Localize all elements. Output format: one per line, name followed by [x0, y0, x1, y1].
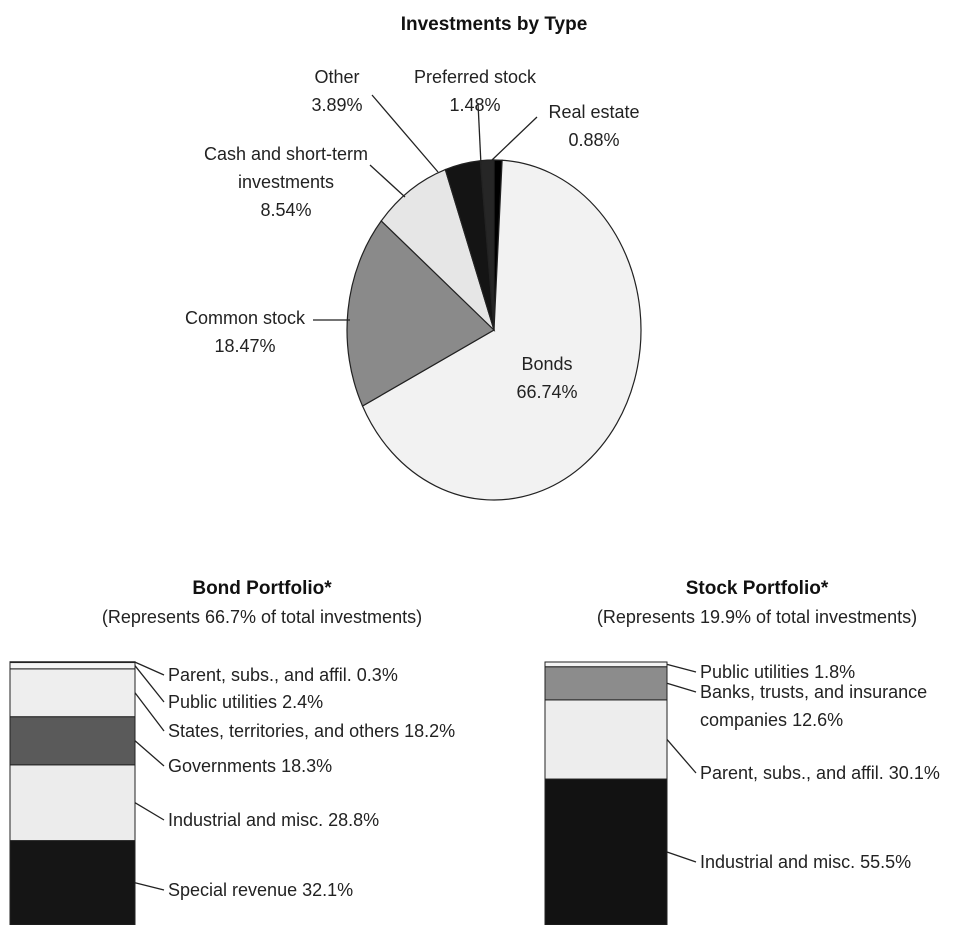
leader-line [477, 102, 482, 166]
slice-value: 3.89% [311, 95, 363, 115]
segment-label: Public utilities 2.4% [168, 688, 488, 716]
chart-title: Stock Portfolio* [685, 578, 829, 599]
slice-label: Bonds 66.74% [477, 350, 617, 406]
leader-line [134, 661, 165, 676]
segment-name: Parent, subs., and affil. [700, 763, 884, 783]
bar-segment [9, 661, 136, 664]
slice-name: Real estate [548, 102, 640, 122]
leader-line [666, 851, 697, 863]
segment-name: Banks, trusts, and insurance companies [700, 682, 928, 730]
leader-line [134, 665, 165, 703]
segment-label: Parent, subs., and affil. 0.3% [168, 661, 488, 689]
segment-name: Industrial and misc. [700, 852, 856, 872]
segment-name: States, territories, and others [168, 721, 400, 741]
slice-value: 18.47% [214, 336, 276, 356]
segment-label: Banks, trusts, and insurance companies 1… [700, 678, 960, 734]
leader-line [371, 94, 439, 173]
pie-slice [380, 168, 496, 333]
bar-segment [544, 661, 668, 668]
chart-title: Investments by Type [400, 14, 588, 35]
bar-segment [544, 778, 668, 925]
segment-name: Public utilities [700, 662, 810, 682]
segment-value: 55.5% [860, 852, 912, 872]
slice-value: 8.54% [260, 200, 312, 220]
segment-label: Public utilities 1.8% [700, 658, 960, 686]
segment-label: Parent, subs., and affil. 30.1% [700, 759, 960, 787]
chart-subtitle: (Represents 19.9% of total investments) [596, 607, 918, 627]
chart-title: Bond Portfolio* [192, 578, 332, 599]
slice-label: Common stock 18.47% [165, 304, 325, 360]
segment-label: Special revenue 32.1% [168, 876, 488, 904]
slice-label: Preferred stock 1.48% [395, 63, 555, 119]
bar-segment [9, 764, 136, 842]
segment-name: Special revenue [168, 880, 298, 900]
chart-subtitle: (Represents 66.7% of total investments) [101, 607, 423, 627]
bar-segment [9, 716, 136, 766]
leader-line [134, 882, 165, 891]
pie-slice [361, 159, 642, 501]
leader-line [666, 739, 697, 774]
leader-line [666, 682, 697, 693]
slice-label: Real estate 0.88% [524, 98, 664, 154]
segment-value: 18.3% [281, 756, 333, 776]
bar-segment [9, 668, 136, 718]
bar-segment [544, 666, 668, 701]
slice-label: Cash and short-term investments 8.54% [191, 140, 381, 224]
leader-line [666, 663, 697, 673]
pie-slice [346, 219, 495, 407]
segment-name: Parent, subs., and affil. [168, 665, 352, 685]
leader-line [369, 164, 406, 198]
segment-value: 18.2% [404, 721, 456, 741]
slice-value: 66.74% [516, 382, 578, 402]
segment-label: Industrial and misc. 55.5% [700, 848, 960, 876]
slice-name: Bonds [521, 354, 573, 374]
bar-segment [544, 699, 668, 780]
segment-value: 30.1% [888, 763, 940, 783]
slice-name: Cash and short-term investments [203, 144, 369, 192]
bar-segment [9, 840, 136, 925]
bar-segment [9, 662, 136, 670]
leader-line [491, 116, 538, 161]
slice-name: Preferred stock [413, 67, 537, 87]
slice-value: 1.48% [449, 95, 501, 115]
slice-name: Common stock [184, 308, 306, 328]
slice-name: Other [314, 67, 360, 87]
segment-value: 32.1% [302, 880, 354, 900]
segment-value: 28.8% [328, 810, 380, 830]
segment-name: Public utilities [168, 692, 278, 712]
leader-line [134, 692, 165, 732]
slice-label: Other 3.89% [277, 63, 397, 119]
segment-label: Governments 18.3% [168, 752, 488, 780]
segment-label: States, territories, and others 18.2% [168, 717, 488, 745]
segment-value: 12.6% [792, 710, 844, 730]
leader-line [134, 802, 165, 821]
segment-label: Industrial and misc. 28.8% [168, 806, 488, 834]
segment-name: Governments [168, 756, 277, 776]
leader-line [134, 740, 165, 767]
segment-value: 2.4% [282, 692, 324, 712]
segment-value: 0.3% [356, 665, 398, 685]
segment-value: 1.8% [814, 662, 856, 682]
segment-name: Industrial and misc. [168, 810, 324, 830]
slice-value: 0.88% [568, 130, 620, 150]
